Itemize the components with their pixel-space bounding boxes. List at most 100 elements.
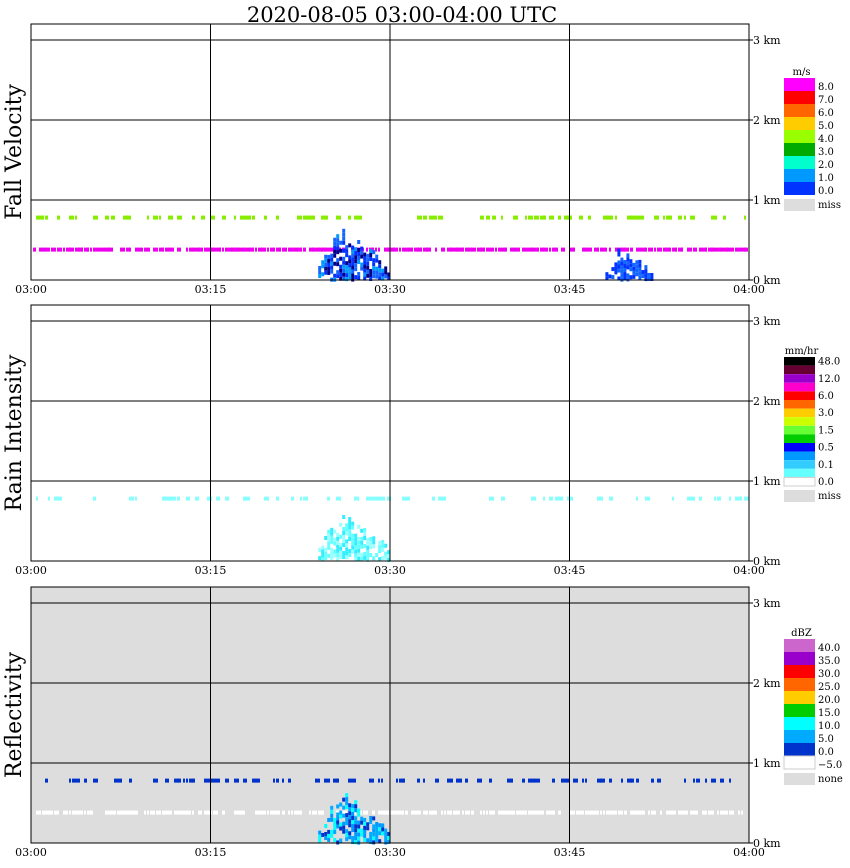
echo-cell — [717, 247, 721, 252]
echo-cell — [210, 778, 213, 783]
echo-cell — [363, 810, 367, 815]
echo-cell — [357, 832, 361, 837]
echo-cell — [93, 215, 98, 220]
echo-cell — [336, 804, 340, 809]
echo-cell — [342, 551, 346, 556]
echo-cell — [333, 529, 337, 534]
echo-cell — [324, 778, 327, 783]
echo-cell — [375, 274, 379, 279]
echo-cell — [360, 556, 364, 561]
echo-cell — [363, 543, 367, 548]
echo-cell — [354, 836, 358, 841]
echo-cell — [354, 549, 358, 554]
echo-cell — [336, 262, 340, 267]
echo-cell — [360, 266, 364, 271]
echo-cell — [333, 549, 337, 554]
echo-cell — [636, 496, 638, 501]
echo-cell — [597, 778, 602, 783]
echo-cell — [156, 810, 160, 815]
echo-cell — [270, 247, 274, 252]
echo-cell — [555, 247, 558, 252]
echo-cell — [375, 833, 379, 838]
echo-cell — [147, 810, 149, 815]
echo-cell — [516, 247, 520, 252]
echo-cell — [366, 269, 370, 274]
echo-cell — [369, 839, 373, 844]
echo-cell — [237, 810, 242, 815]
echo-cell — [579, 810, 584, 815]
echo-cell — [123, 215, 128, 220]
echo-cell — [414, 810, 418, 815]
echo-cell — [348, 259, 352, 264]
echo-cell — [348, 831, 352, 836]
echo-cell — [300, 810, 302, 815]
echo-cell — [381, 543, 385, 548]
echo-cell — [339, 542, 343, 547]
echo-cell — [339, 546, 343, 551]
echo-cell — [96, 247, 99, 252]
echo-cell — [666, 810, 669, 815]
echo-cell — [357, 820, 361, 825]
echo-cell — [204, 247, 208, 252]
echo-cell — [234, 810, 237, 815]
echo-cell — [147, 247, 150, 252]
echo-cell — [636, 247, 639, 252]
echo-cell — [629, 267, 633, 272]
echo-cell — [327, 533, 331, 538]
legend-swatch — [784, 717, 815, 730]
echo-cell — [623, 264, 627, 269]
echo-cell — [516, 810, 521, 815]
echo-cell — [666, 215, 671, 220]
echo-cell — [528, 810, 532, 815]
echo-cell — [609, 810, 614, 815]
echo-cell — [351, 545, 355, 550]
feature-cluster — [318, 793, 391, 845]
echo-cell — [324, 266, 328, 271]
echo-cell — [345, 547, 349, 552]
echo-cell — [351, 533, 355, 538]
echo-cell — [357, 544, 361, 549]
echo-cell — [240, 215, 244, 220]
echo-cell — [546, 247, 548, 252]
echo-cell — [126, 215, 130, 220]
echo-cell — [354, 267, 358, 272]
echo-cell — [42, 215, 44, 220]
echo-cell — [108, 247, 113, 252]
echo-cell — [549, 810, 553, 815]
echo-cell — [36, 810, 41, 815]
echo-cell — [276, 215, 279, 220]
echo-cell — [348, 811, 352, 816]
echo-cell — [324, 254, 328, 259]
echo-cell — [207, 247, 212, 252]
echo-cell — [222, 247, 224, 252]
echo-cell — [629, 259, 633, 264]
echo-cell — [462, 810, 464, 815]
echo-cell — [354, 828, 358, 833]
echo-cell — [486, 810, 488, 815]
legend-swatch — [784, 156, 815, 169]
echo-cell — [711, 247, 714, 252]
echo-cell — [45, 215, 48, 220]
echo-cell — [657, 215, 659, 220]
echo-cell — [57, 215, 60, 220]
echo-cell — [255, 810, 258, 815]
echo-cell — [387, 810, 389, 815]
echo-cell — [549, 247, 551, 252]
echo-cell — [48, 247, 50, 252]
echo-cell — [420, 215, 422, 220]
echo-cell — [327, 817, 331, 822]
echo-cell — [129, 810, 134, 815]
echo-cell — [369, 819, 373, 824]
echo-cell — [333, 822, 337, 827]
echo-cell — [342, 543, 346, 548]
echo-cell — [177, 810, 180, 815]
echo-cell — [357, 548, 361, 553]
echo-cell — [363, 821, 367, 826]
legend-label: 7.0 — [818, 95, 834, 106]
echo-cell — [402, 496, 405, 501]
echo-cell — [378, 268, 382, 273]
echo-cell — [351, 273, 355, 278]
echo-cell — [93, 496, 96, 501]
echo-cell — [456, 810, 460, 815]
echo-cell — [174, 810, 177, 815]
